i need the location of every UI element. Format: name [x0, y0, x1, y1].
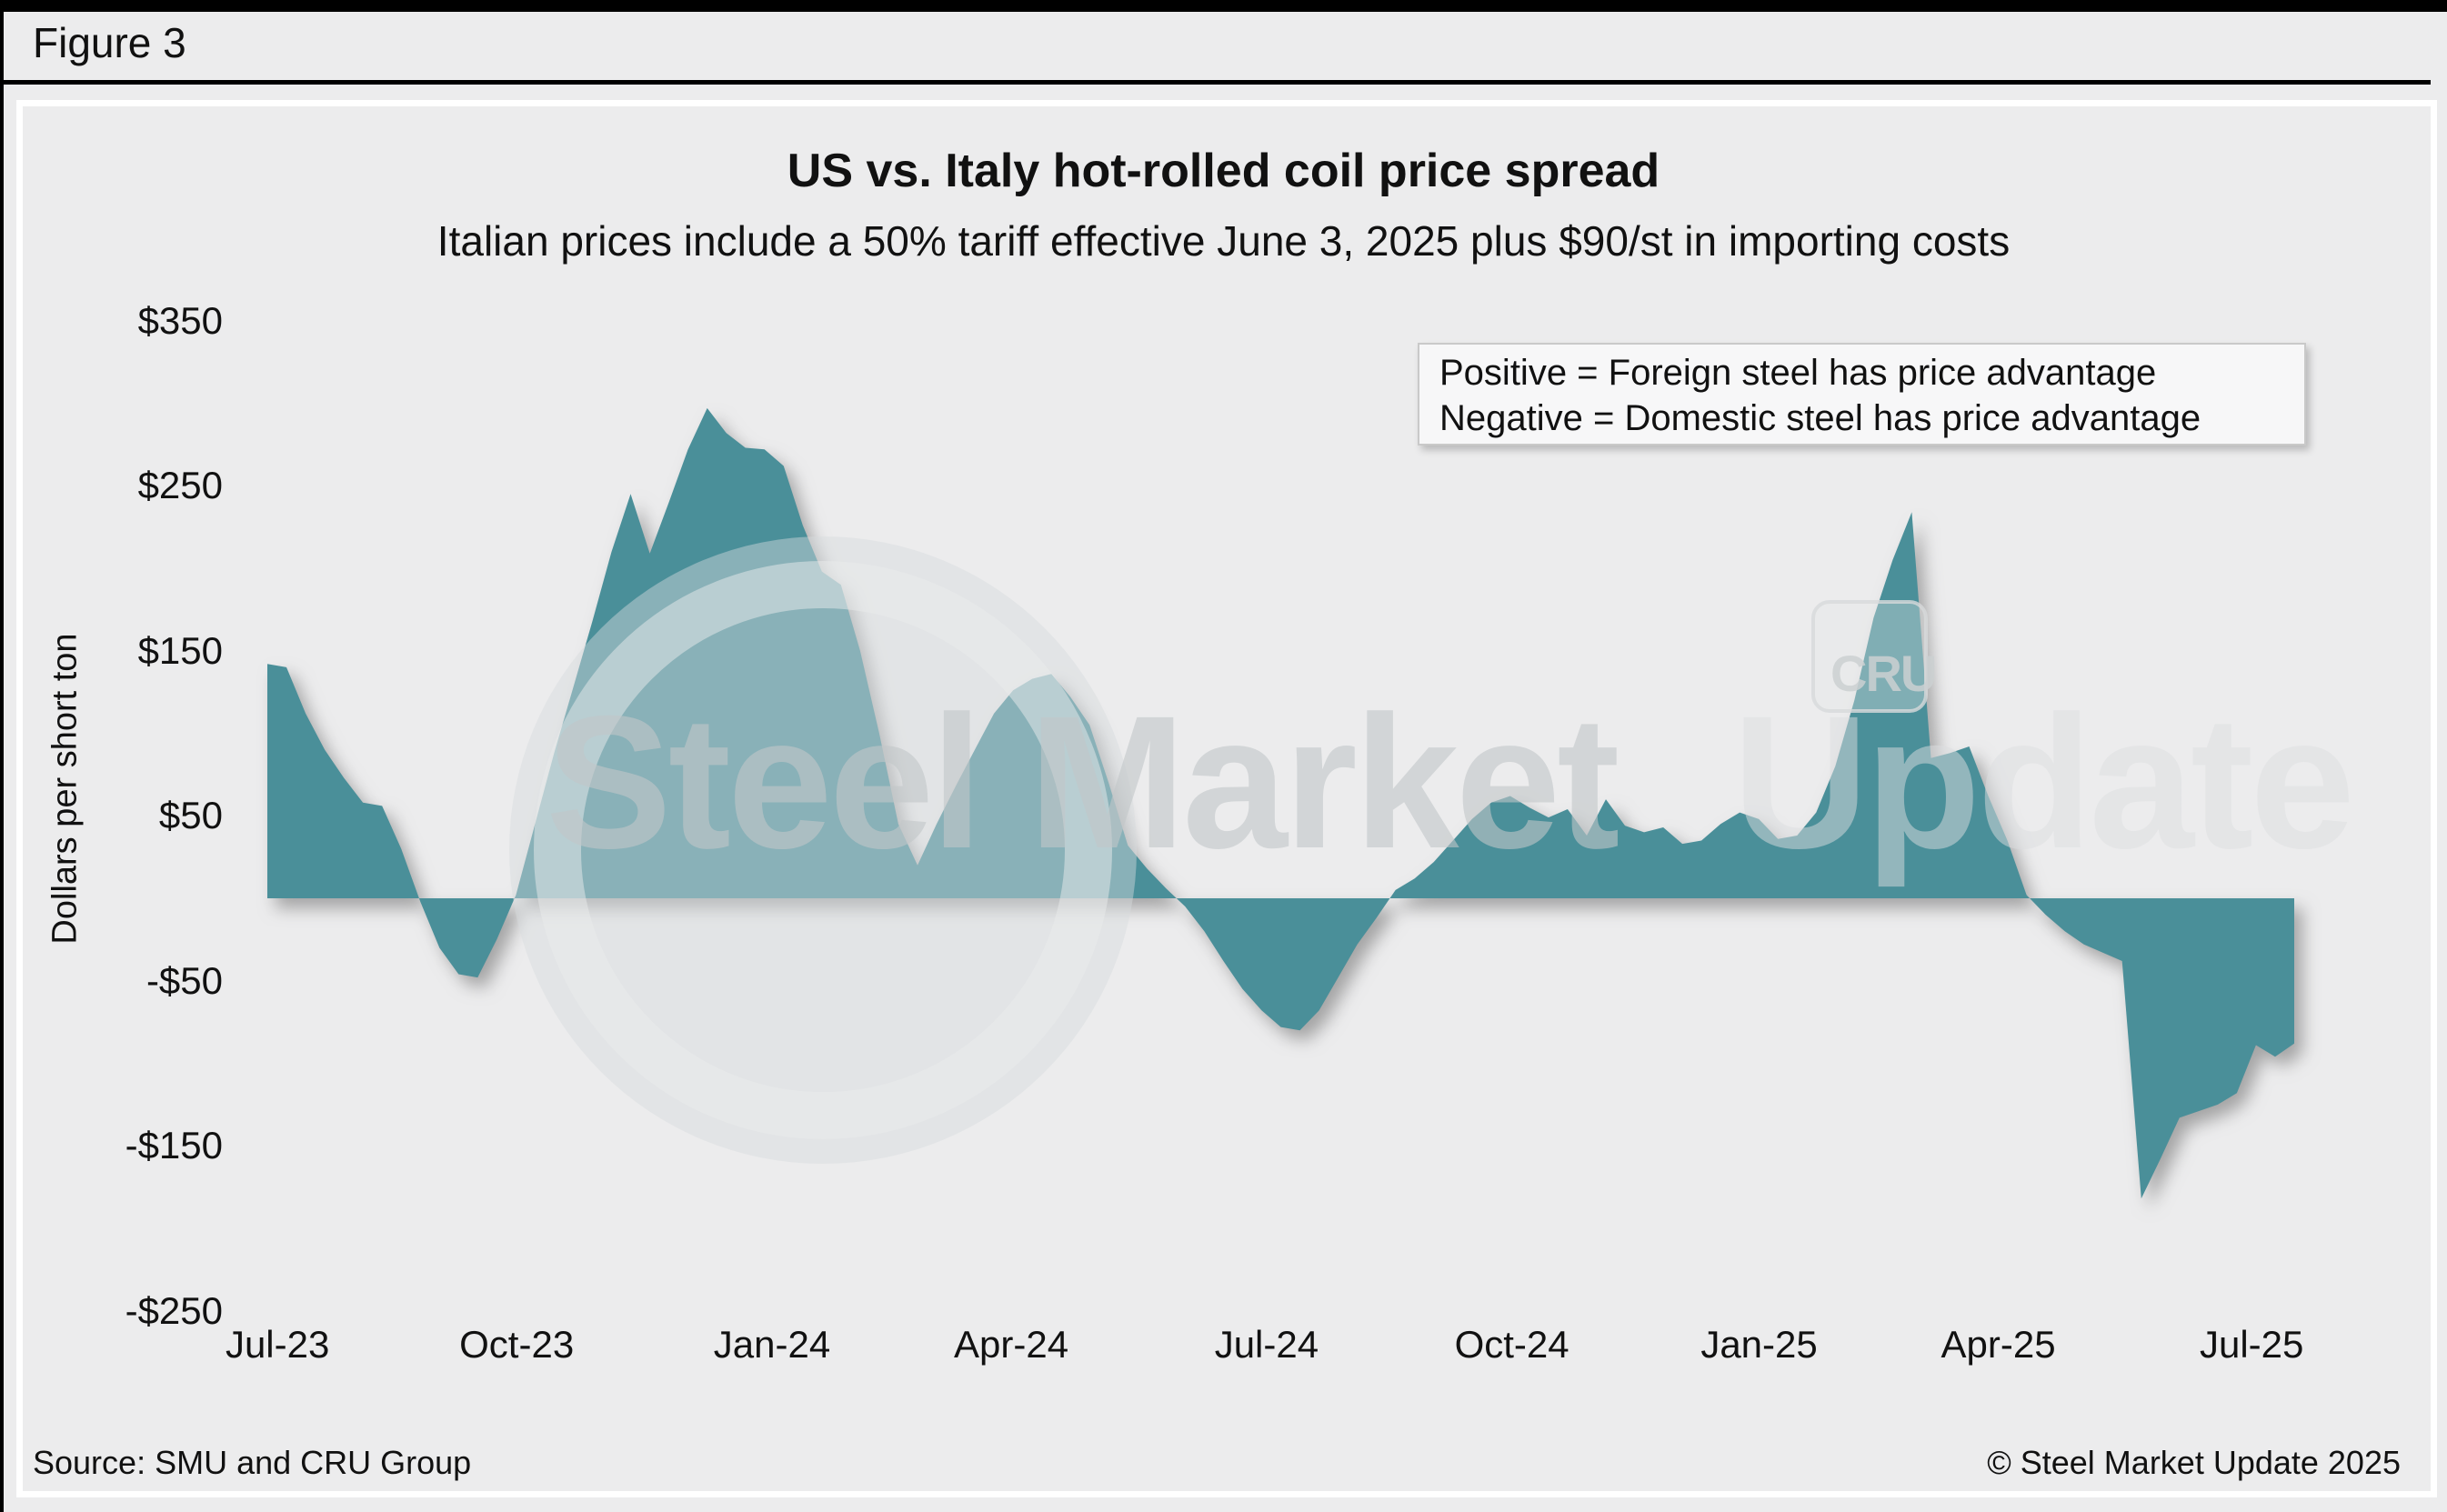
- x-tick-label: Jul-25: [2199, 1323, 2304, 1366]
- x-tick-label: Apr-25: [1941, 1323, 2056, 1366]
- x-tick-label: Jul-24: [1214, 1323, 1319, 1366]
- y-tick-label: $350: [137, 298, 223, 342]
- cru-logo-text-watermark: CRU: [1830, 645, 1935, 702]
- x-tick-label: Apr-24: [954, 1323, 1069, 1366]
- y-tick-label: -$150: [125, 1124, 223, 1167]
- cru-logo-box-watermark: [1811, 600, 1928, 713]
- chart-title: US vs. Italy hot-rolled coil price sprea…: [787, 145, 1660, 197]
- x-tick-label: Jan-24: [713, 1323, 831, 1366]
- figure-label: Figure 3: [33, 19, 186, 66]
- window-top-bar: [0, 0, 2447, 12]
- chart-subtitle: Italian prices include a 50% tariff effe…: [436, 217, 2011, 265]
- x-tick-label: Jan-25: [1700, 1323, 1818, 1366]
- legend-box: Positive = Foreign steel has price advan…: [1418, 343, 2306, 446]
- x-tick-label: Oct-24: [1454, 1323, 1569, 1366]
- y-tick-label: -$50: [145, 958, 223, 1002]
- watermark-layer: Steel Market Update CRU: [509, 536, 2355, 1164]
- window-left-edge: [0, 0, 4, 1512]
- copyright-note: © Steel Market Update 2025: [1987, 1444, 2401, 1481]
- x-tick-label: Jul-23: [225, 1323, 330, 1366]
- source-note: Source: SMU and CRU Group: [33, 1444, 472, 1481]
- smu-logo-swoosh-watermark: [534, 561, 1112, 1139]
- y-tick-label: -$250: [125, 1288, 223, 1332]
- y-tick-label: $150: [137, 628, 223, 672]
- legend-line-positive: Positive = Foreign steel has price advan…: [1439, 353, 2157, 393]
- legend-line-negative: Negative = Domestic steel has price adva…: [1439, 398, 2201, 438]
- figure-rule-divider: [0, 80, 2431, 85]
- watermark-text-steel-market: Steel Market: [546, 677, 1618, 888]
- y-tick-label: $250: [137, 464, 223, 507]
- chart-panel: [16, 100, 2437, 1497]
- y-tick-label: $50: [158, 794, 223, 837]
- smu-logo-circle-watermark: [509, 536, 1137, 1164]
- x-tick-label: Oct-23: [459, 1323, 575, 1366]
